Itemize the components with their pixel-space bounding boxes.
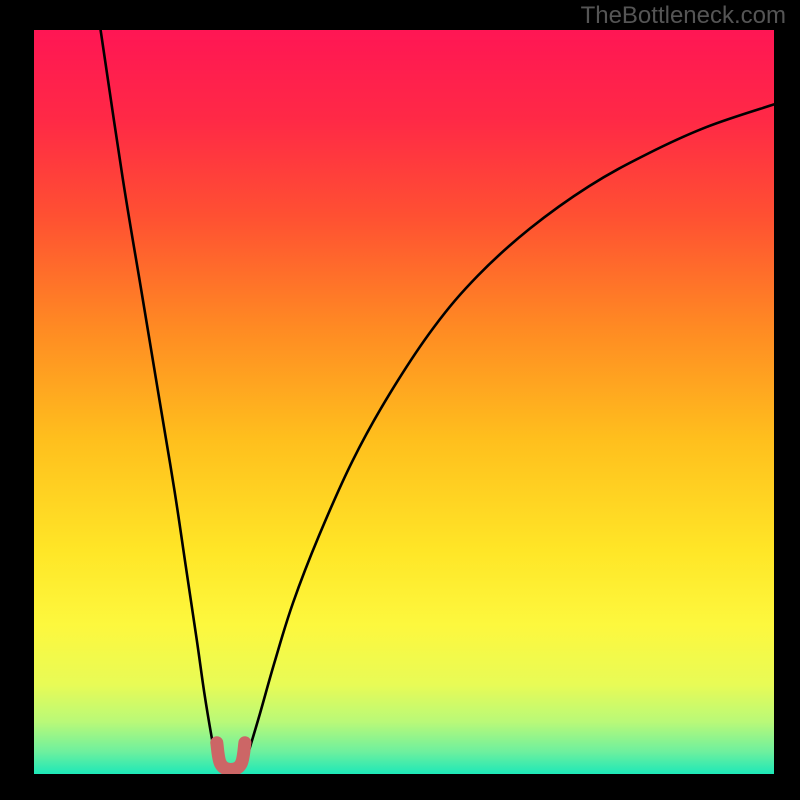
plot-background-gradient [34, 30, 774, 774]
figure-root: TheBottleneck.com [0, 0, 800, 800]
watermark-text: TheBottleneck.com [581, 2, 786, 30]
plot-area [34, 30, 774, 774]
